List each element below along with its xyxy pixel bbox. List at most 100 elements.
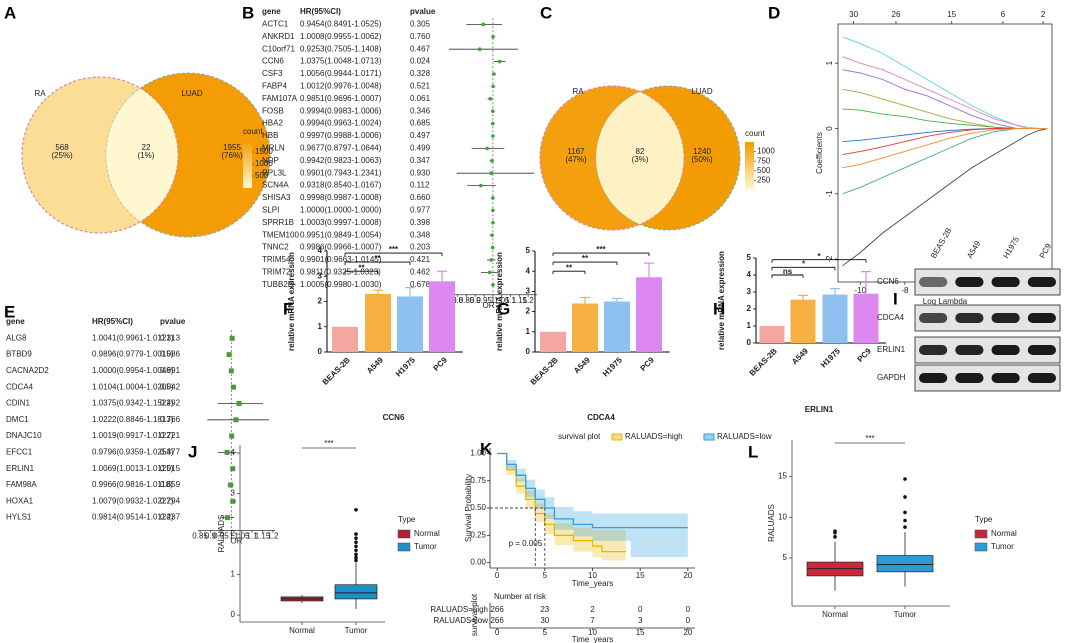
hr-ci: 0.9851(0.9696-1.0007) xyxy=(300,94,382,103)
y-axis-label: RALUADS xyxy=(767,504,776,542)
y-tick-label: 2 xyxy=(318,297,323,306)
hr-point xyxy=(229,433,235,439)
hr-point xyxy=(491,196,495,200)
risk-count: 0 xyxy=(686,605,691,614)
x-axis-label: OR xyxy=(483,301,495,310)
x-axis-label: CDCA4 xyxy=(587,413,615,422)
bar xyxy=(540,331,566,352)
legend-swatch xyxy=(974,542,988,552)
venn-count: 1955 xyxy=(223,143,241,152)
top-tick-label: 26 xyxy=(892,10,901,19)
top-tick-label: 15 xyxy=(947,10,956,19)
confidence-band xyxy=(497,453,626,561)
legend-label: Tumor xyxy=(991,542,1014,551)
hr-point xyxy=(488,97,493,101)
y-tick-label: 0.00 xyxy=(470,558,486,567)
x-axis-label: ERLIN1 xyxy=(805,405,834,414)
x-tick-label: 0 xyxy=(495,571,500,580)
gene: HBA2 xyxy=(262,119,283,128)
risk-count: 7 xyxy=(590,616,595,625)
p-value: 0.678 xyxy=(410,280,431,289)
x-tick-label: 1.2 xyxy=(523,296,535,305)
annotation: p = 0.005 xyxy=(509,539,543,548)
hr-point xyxy=(236,401,242,406)
hr-ci: 1.0222(0.8846-1.1813) xyxy=(92,415,174,424)
p-value: 0.421 xyxy=(410,255,431,264)
colorbar xyxy=(745,142,754,190)
category-label: Tumor xyxy=(345,626,368,635)
hr-point xyxy=(497,59,502,64)
y-tick-label: 0 xyxy=(747,338,752,347)
blot-band xyxy=(991,345,1020,355)
row-label: ERLIN1 xyxy=(877,345,906,354)
legend-swatch xyxy=(397,542,411,552)
hr-point xyxy=(491,283,495,287)
x-tick-label: 0.95 xyxy=(476,296,492,305)
x-tick-label: 1 xyxy=(229,532,234,541)
p-value: 0.237 xyxy=(160,513,181,522)
significance-label: ** xyxy=(566,263,573,272)
gene: CCN6 xyxy=(262,57,284,66)
gene: DMC1 xyxy=(6,415,29,424)
legend-swatch xyxy=(703,433,715,441)
outlier xyxy=(903,495,907,499)
hr-ci: 0.9901(0.7943-1.2341) xyxy=(300,168,382,177)
hr-ci: 0.9901(0.9663-1.0145) xyxy=(300,255,382,264)
x-tick-label: -10 xyxy=(855,286,867,295)
risk-title: Number at risk xyxy=(494,592,547,601)
y-axis-label: RALUADS xyxy=(217,515,226,553)
venn-percent: (47%) xyxy=(565,155,587,164)
p-value: 0.766 xyxy=(160,415,181,424)
blot-band xyxy=(955,313,984,323)
y-tick-label: 0.25 xyxy=(470,530,486,539)
y-tick-label: 1 xyxy=(825,60,834,65)
p-value: 0.328 xyxy=(410,69,431,78)
p-value: 0.462 xyxy=(410,268,431,277)
panel-letter: A xyxy=(4,3,16,22)
gene: FABP4 xyxy=(262,82,287,91)
hr-ci: 0.9942(0.9823-1.0063) xyxy=(300,156,382,165)
gene: CDIN1 xyxy=(6,399,31,408)
risk-row-label: RALUADS=high xyxy=(430,605,488,614)
p-value: 0.499 xyxy=(410,144,431,153)
legend-title: survival plot xyxy=(558,432,601,441)
legend-label: RALUADS=low xyxy=(717,432,772,441)
p-value: 0.377 xyxy=(160,448,181,457)
gene: FAM98A xyxy=(6,480,37,489)
y-tick-label: 4 xyxy=(747,270,752,279)
hr-point xyxy=(477,47,482,51)
gene: TRIM54 xyxy=(262,255,291,264)
significance-label: *** xyxy=(596,245,606,254)
top-tick-label: 30 xyxy=(849,10,858,19)
hr-ci: 0.9986(0.9966-1.0007) xyxy=(300,243,382,252)
colorbar-label: 1000 xyxy=(255,159,273,168)
hr-point xyxy=(224,449,230,455)
outlier xyxy=(354,555,358,560)
y-axis-label: relative mRNA expression xyxy=(495,252,504,351)
blot-band xyxy=(1027,313,1056,323)
p-value: 0.497 xyxy=(410,131,431,140)
venn-percent: (25%) xyxy=(51,151,73,160)
colorbar-title: count xyxy=(745,129,765,138)
legend-swatch xyxy=(397,529,411,539)
hr-point xyxy=(490,159,494,163)
gene: BTBD9 xyxy=(6,350,32,359)
x-tick-label: 0.85 xyxy=(459,296,475,305)
hr-ci: 0.9896(0.9779-1.0015) xyxy=(92,350,174,359)
hr-point xyxy=(491,208,495,213)
y-tick-label: 0 xyxy=(526,347,531,356)
venn-intersection xyxy=(106,77,178,233)
risk-count: 23 xyxy=(540,605,549,614)
gene: FOSB xyxy=(262,106,284,115)
x-tick-label: 1 xyxy=(491,296,496,305)
legend-label: Normal xyxy=(414,529,440,538)
x-tick-label: 20 xyxy=(683,571,692,580)
colorbar-title: count xyxy=(243,127,263,136)
hr-ci: 1.0012(0.9976-1.0048) xyxy=(300,82,382,91)
hr-ci: 0.9998(0.9987-1.0008) xyxy=(300,193,382,202)
risk-count: 3 xyxy=(638,616,643,625)
hr-ci: 0.9811(0.9325-1.0323) xyxy=(300,268,381,277)
p-value: 0.467 xyxy=(410,44,431,53)
outlier xyxy=(354,508,358,512)
gene: NDP xyxy=(262,156,279,165)
